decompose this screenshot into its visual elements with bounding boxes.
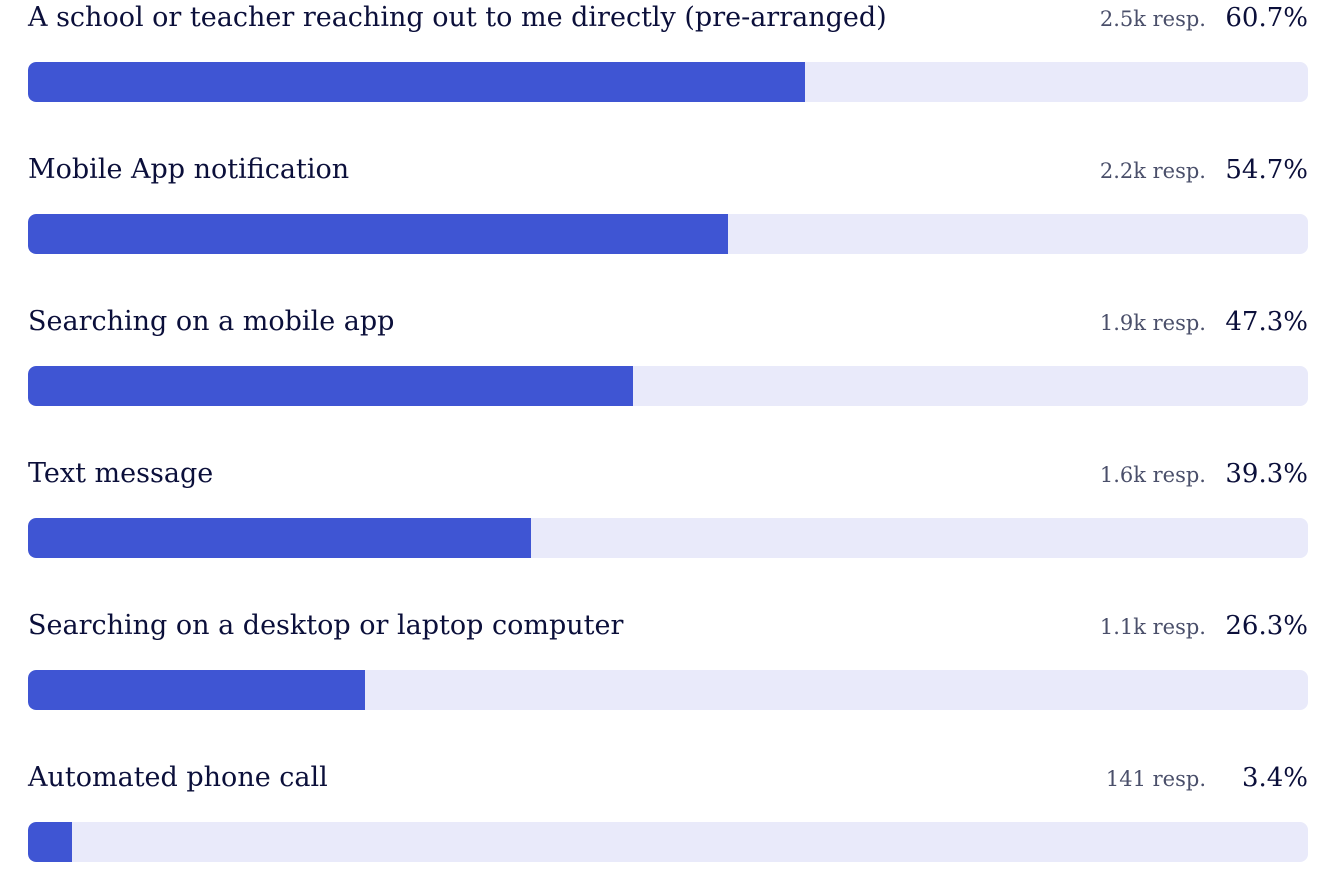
response-count: 1.1k resp. — [1099, 615, 1206, 639]
bar-fill — [28, 670, 365, 710]
bar-label: Searching on a desktop or laptop compute… — [28, 610, 624, 641]
bar-fill — [28, 366, 633, 406]
bar-label: Text message — [28, 458, 214, 489]
response-count: 2.5k resp. — [1099, 7, 1206, 31]
bar-track — [28, 366, 1308, 406]
bar-fill — [28, 62, 805, 102]
response-count: 1.9k resp. — [1099, 311, 1206, 335]
bar-label: Automated phone call — [28, 762, 328, 793]
response-count: 1.6k resp. — [1099, 463, 1206, 487]
bar-track — [28, 822, 1308, 862]
percent-label: 26.3% — [1225, 611, 1308, 641]
bar-track — [28, 518, 1308, 558]
percent-label: 3.4% — [1241, 763, 1308, 793]
percent-label: 54.7% — [1225, 155, 1308, 185]
bar-track — [28, 62, 1308, 102]
bar-row: Searching on a mobile app 1.9k resp. 47.… — [28, 298, 1308, 408]
response-count: 141 resp. — [1105, 767, 1206, 791]
bar-fill — [28, 518, 531, 558]
bar-row: Mobile App notification 2.2k resp. 54.7% — [28, 146, 1308, 256]
bar-fill — [28, 214, 728, 254]
percent-label: 39.3% — [1225, 459, 1308, 489]
bar-label: Searching on a mobile app — [28, 306, 395, 337]
bar-fill — [28, 822, 72, 862]
bar-track — [28, 214, 1308, 254]
bar-row: Automated phone call 141 resp. 3.4% — [28, 754, 1308, 864]
bar-track — [28, 670, 1308, 710]
response-count: 2.2k resp. — [1099, 159, 1206, 183]
percent-label: 47.3% — [1225, 307, 1308, 337]
bar-label: A school or teacher reaching out to me d… — [28, 2, 887, 33]
percent-label: 60.7% — [1225, 3, 1308, 33]
bar-label: Mobile App notification — [28, 154, 350, 185]
bar-row: A school or teacher reaching out to me d… — [28, 0, 1308, 104]
bar-row: Text message 1.6k resp. 39.3% — [28, 450, 1308, 560]
bar-row: Searching on a desktop or laptop compute… — [28, 602, 1308, 712]
